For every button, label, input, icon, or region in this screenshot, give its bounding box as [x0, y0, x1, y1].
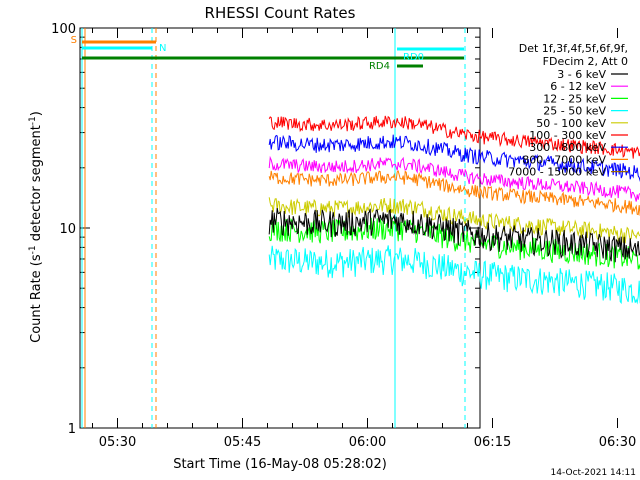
- attenuator-markers: S N RD0 RD4: [71, 28, 466, 428]
- legend-header-line-1: Det 1f,3f,4f,5f,6f,9f,: [519, 42, 628, 55]
- y-tick-label: 1: [68, 422, 76, 437]
- legend-entry-label: 12 - 25 keV: [543, 92, 606, 105]
- x-tick-label: 05:30: [99, 435, 136, 450]
- flag-label-n: N: [159, 43, 166, 54]
- series-line: [268, 115, 640, 159]
- footer-timestamp: 14-Oct-2021 14:11: [551, 468, 636, 478]
- y-axis-label-exp: -1: [28, 245, 38, 254]
- legend-entry-label: 300 - 800 keV: [529, 141, 606, 154]
- series-line: [268, 134, 640, 182]
- x-tick-label: 06:00: [349, 435, 386, 450]
- x-axis-label: Start Time (16-May-08 05:28:02): [173, 457, 387, 472]
- x-tick-label: 06:30: [599, 435, 636, 450]
- axis-ticks: 11010005:3005:4506:0006:1506:3006:4507:0…: [51, 22, 636, 450]
- y-axis-label: Count Rate (s-1 detector segment-1): [28, 111, 44, 343]
- legend-entry-label: 100 - 300 keV: [529, 129, 606, 142]
- y-axis-label-exp2: -1: [28, 116, 38, 125]
- legend-entry-label: 3 - 6 keV: [557, 68, 606, 81]
- legend-entry-label: 800 - 7000 keV: [522, 153, 606, 166]
- y-tick-label: 10: [59, 222, 76, 237]
- x-tick-label: 05:45: [224, 435, 261, 450]
- y-axis-label-main: Count Rate (s: [29, 254, 44, 343]
- legend-entry-label: 25 - 50 keV: [543, 105, 606, 118]
- legend-entry-label: 7000 - 15000 keV: [508, 166, 606, 179]
- legend-entry-label: 6 - 12 keV: [550, 80, 606, 93]
- series-line: [268, 208, 640, 263]
- series-line: [268, 155, 640, 202]
- legend: Det 1f,3f,4f,5f,6f,9f, FDecim 2, Att 0 3…: [508, 42, 628, 179]
- legend-header-line-2: FDecim 2, Att 0: [543, 55, 628, 68]
- y-axis-label-tail: detector segment: [29, 125, 44, 245]
- flag-label-rd0: RD0: [403, 52, 424, 63]
- series-line: [268, 197, 640, 244]
- flag-label-s: S: [71, 35, 77, 46]
- y-axis-label-close: ): [29, 111, 44, 116]
- series-line: [268, 170, 640, 216]
- chart-title: RHESSI Count Rates: [205, 4, 356, 22]
- series-line: [268, 245, 640, 305]
- flag-label-rd4: RD4: [369, 61, 390, 72]
- y-tick-label: 100: [51, 22, 76, 37]
- x-tick-label: 06:15: [474, 435, 511, 450]
- legend-entry-label: 50 - 100 keV: [536, 117, 606, 130]
- count-rate-series: [268, 115, 640, 305]
